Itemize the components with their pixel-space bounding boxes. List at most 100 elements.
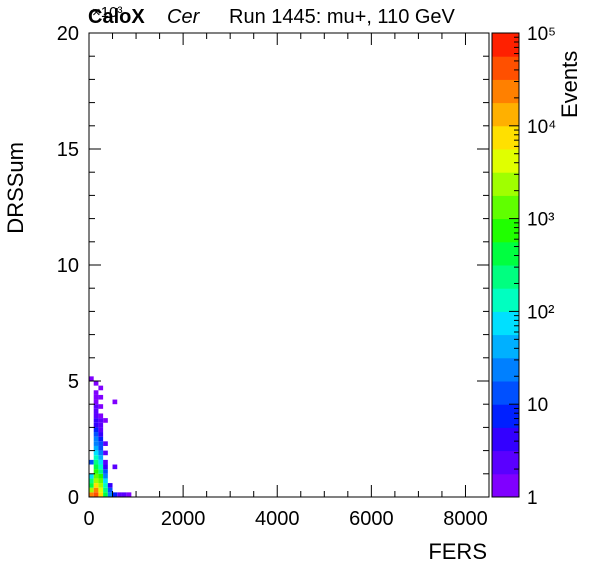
run-label: Run 1445: mu+, 110 GeV [229, 6, 455, 28]
z-tick-label: 1 [527, 488, 538, 509]
heatmap-bin [107, 487, 113, 493]
heatmap-bin [93, 492, 99, 497]
heatmap-bin [117, 492, 122, 497]
heatmap-bin [112, 492, 118, 497]
palette-segment [492, 334, 519, 359]
palette-segment [492, 241, 519, 266]
heatmap-bin [89, 459, 94, 465]
heatmap-bin [98, 394, 104, 400]
heatmap-bin [98, 427, 104, 433]
heatmap-bin [98, 473, 104, 479]
heatmap-bin [93, 422, 99, 428]
heatmap-bin [98, 455, 104, 460]
heatmap-bin [93, 450, 99, 456]
heatmap-bin [103, 464, 108, 470]
heatmap-bins [89, 376, 132, 497]
z-tick-label: 10 [527, 395, 548, 416]
heatmap-bin [112, 464, 118, 470]
heatmap-bin [93, 464, 99, 470]
palette-segment [492, 79, 519, 104]
heatmap-bin [98, 404, 104, 409]
z-tick-label: 10² [527, 302, 554, 323]
y-tick-label: 5 [68, 371, 79, 393]
palette-segment [492, 149, 519, 173]
palette-segment [492, 357, 519, 382]
palette-segment [492, 195, 519, 220]
heatmap-bin [89, 376, 94, 381]
heatmap-bin [93, 483, 99, 488]
heatmap-bin [93, 390, 99, 395]
palette-segment [492, 473, 519, 498]
heatmap-bin [89, 473, 94, 479]
heatmap-bin [103, 418, 108, 423]
palette-frame [491, 32, 520, 498]
heatmap-bin [98, 469, 104, 474]
palette-segment [492, 102, 519, 127]
z-tick-label: 10³ [527, 210, 554, 231]
palette-segment [492, 450, 519, 475]
x-tick-label: 0 [83, 508, 94, 530]
heatmap-bin [89, 478, 94, 484]
heatmap-bin [98, 492, 104, 497]
heatmap-bin [98, 464, 104, 470]
palette-segment [492, 125, 519, 150]
palette-segment [492, 172, 519, 196]
palette-segment [492, 311, 519, 336]
x-tick-label: 8000 [443, 508, 488, 530]
heatmap-bin [103, 483, 108, 488]
heatmap-bin [93, 459, 99, 465]
heatmap-bin [103, 478, 108, 484]
heatmap-bin [103, 469, 108, 474]
y-axis-label: DRSSum [3, 142, 28, 234]
palette-segment [492, 218, 519, 243]
plot-frame [88, 32, 490, 498]
heatmap-bin [93, 413, 99, 419]
y-tick-label: 10 [57, 255, 79, 277]
heatmap-bin [98, 422, 104, 428]
heatmap-bin [89, 483, 94, 488]
heatmap-bin [93, 418, 99, 423]
heatmap-bin [103, 450, 108, 456]
z-tick-label: 10⁵ [527, 24, 556, 45]
heatmap-bin [93, 427, 99, 433]
x-axis-label: FERS [428, 539, 487, 564]
heatmap-bin [126, 492, 132, 497]
heatmap-bin [103, 492, 108, 497]
palette-segment [492, 56, 519, 80]
heatmap-bin [93, 381, 99, 386]
heatmap-bin [107, 483, 113, 488]
heatmap-bin [89, 492, 94, 497]
heatmap-bin [98, 432, 104, 437]
color-palette-bar: 1 10 10² 10³ 10⁴ 10⁵ [491, 24, 556, 509]
heatmap-bin [93, 478, 99, 484]
heatmap-bin [93, 445, 99, 451]
heatmap-bin [112, 399, 118, 405]
heatmap-bin [93, 408, 99, 414]
z-tick-label: 10⁴ [527, 117, 556, 138]
heatmap-bin [103, 441, 108, 446]
heatmap-bin [93, 441, 99, 446]
y-multiplier-label: ×10³ [92, 4, 123, 21]
heatmap-bin [93, 487, 99, 493]
heatmap-bin [89, 487, 94, 493]
heatmap-bin [98, 459, 104, 465]
y-tick-label: 15 [57, 139, 79, 161]
heatmap-bin [98, 487, 104, 493]
heatmap-bin [103, 459, 108, 465]
palette-segment [492, 427, 519, 452]
heatmap-bin [98, 478, 104, 484]
channel-name: Cer [167, 6, 200, 28]
heatmap-bin [98, 413, 104, 419]
heatmap-bin [98, 436, 104, 442]
heatmap-bin [93, 404, 99, 409]
heatmap-bin [93, 436, 99, 442]
heatmap-bin [98, 483, 104, 488]
heatmap-bin [107, 492, 113, 497]
palette-segment [492, 265, 519, 289]
axes: 0 2000 4000 6000 8000 0 5 10 15 20 [57, 23, 490, 530]
heatmap-bin [98, 450, 104, 456]
heatmap-bin [98, 418, 104, 423]
heatmap-bin [103, 487, 108, 493]
experiment-name: CaloX [88, 6, 145, 28]
